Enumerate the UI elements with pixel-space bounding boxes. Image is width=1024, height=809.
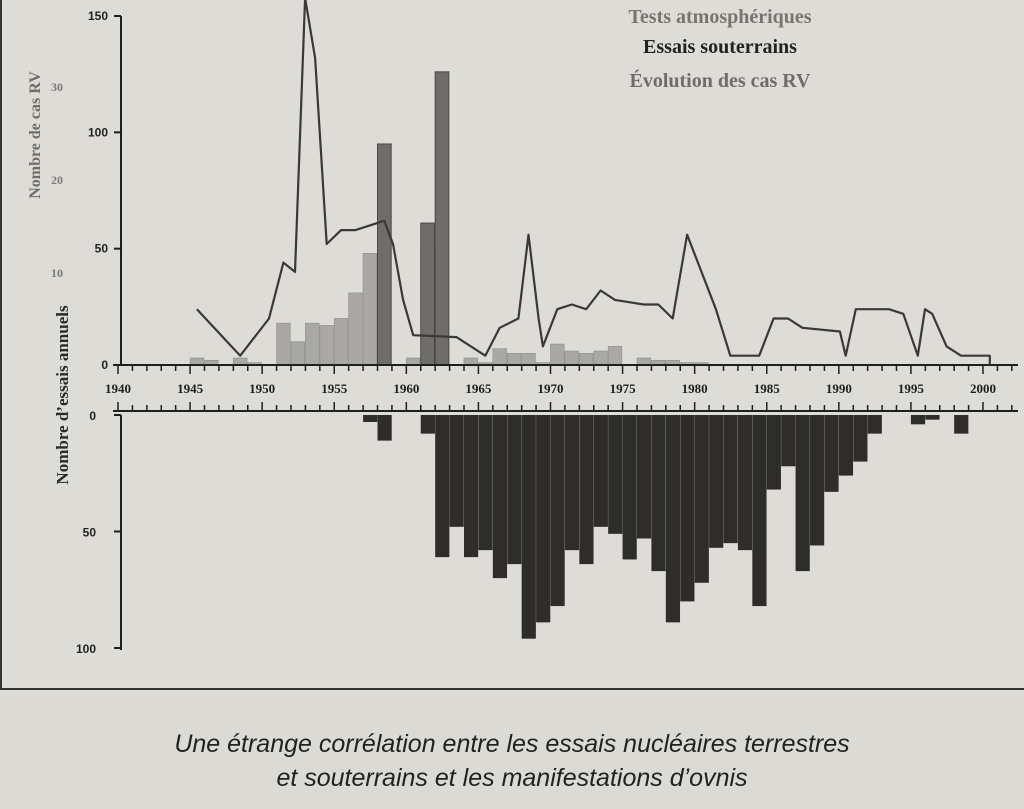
underground-test-bar xyxy=(564,415,580,551)
x-tick-label: 1945 xyxy=(177,381,204,396)
atmospheric-test-bar xyxy=(636,357,651,366)
underground-test-bar xyxy=(723,415,738,544)
underground-test-bar xyxy=(680,415,695,602)
atmospheric-test-bar xyxy=(233,357,248,366)
underground-test-bar xyxy=(810,415,825,546)
underground-test-bar xyxy=(910,415,926,425)
underground-test-bar xyxy=(363,415,378,422)
underground-test-bar xyxy=(824,415,839,492)
underground-test-bar xyxy=(954,415,969,434)
underground-test-bar xyxy=(593,415,608,527)
rv-cases-line xyxy=(196,0,991,365)
caption-line-1: Une étrange corrélation entre les essais… xyxy=(174,730,850,758)
underground-test-bar xyxy=(709,415,724,548)
x-tick-label: 1985 xyxy=(754,381,781,396)
lower-y-tick-label: 50 xyxy=(83,526,97,540)
underground-test-bar xyxy=(637,415,652,539)
underground-test-bar xyxy=(521,415,536,639)
axes-group: 0 50 100 150 10 20 30 0 50 100 1940 1945 1950 1955 196… xyxy=(51,9,1018,656)
atmospheric-test-bar xyxy=(564,350,579,366)
underground-test-bar xyxy=(781,415,796,467)
legend-atmospheric: Tests atmosphériques xyxy=(628,6,812,28)
lower-y-tick-label: 0 xyxy=(89,409,96,423)
underground-test-bar xyxy=(925,415,940,420)
x-tick-label: 1970 xyxy=(538,381,564,396)
atmospheric-test-bar-dark xyxy=(434,71,450,366)
underground-test-bar xyxy=(478,415,493,551)
legend-underground: Essais souterrains xyxy=(643,36,797,58)
x-tick-label: 1965 xyxy=(465,381,492,396)
underground-test-bar xyxy=(536,415,551,623)
x-tick-label: 1980 xyxy=(682,381,708,396)
x-tick-label: 1940 xyxy=(105,381,131,396)
upper-y-tick-label: 50 xyxy=(95,242,109,256)
rv-line-group xyxy=(196,0,991,365)
rv-tick-label: 10 xyxy=(51,266,63,280)
x-tick-label: 1955 xyxy=(321,381,348,396)
underground-test-bar xyxy=(838,415,854,476)
lower-y-tick-label: 100 xyxy=(76,642,96,656)
atmospheric-test-bar xyxy=(319,325,334,366)
legend-rv: Évolution des cas RV xyxy=(629,70,811,92)
upper-y-tick-label: 100 xyxy=(88,125,108,139)
atmospheric-test-bar xyxy=(607,346,623,366)
atmospheric-test-bar xyxy=(492,348,507,366)
underground-test-bar xyxy=(492,415,508,579)
atmospheric-test-bar xyxy=(348,292,363,366)
underground-test-bar xyxy=(377,415,392,441)
rv-tick-label: 30 xyxy=(51,80,63,94)
atmospheric-test-bar xyxy=(333,318,349,366)
underground-test-bar xyxy=(449,415,464,527)
atmospheric-test-bar xyxy=(593,350,608,366)
x-tick-label: 1995 xyxy=(898,381,925,396)
atmospheric-test-bar-dark xyxy=(420,222,435,366)
underground-test-bar xyxy=(579,415,594,565)
atmospheric-test-bar xyxy=(189,357,205,366)
underground-test-bar xyxy=(608,415,623,534)
atmospheric-test-bar xyxy=(579,353,594,366)
underground-test-bar xyxy=(867,415,882,434)
underground-test-bar xyxy=(752,415,767,607)
underground-test-bar xyxy=(737,415,753,551)
atmospheric-test-bar xyxy=(362,253,378,366)
atmospheric-test-bar xyxy=(550,343,565,366)
atmospheric-test-bar xyxy=(521,353,536,366)
y-axis-label-rv: Nombre de cas RV xyxy=(27,71,44,199)
upper-y-tick-label: 0 xyxy=(101,358,108,372)
underground-test-bar xyxy=(651,415,666,572)
underground-test-bar xyxy=(665,415,681,623)
underground-test-bar xyxy=(435,415,450,558)
underground-test-bar xyxy=(507,415,522,565)
upper-y-tick-label: 150 xyxy=(88,9,108,23)
rv-tick-label: 20 xyxy=(51,173,63,187)
atmospheric-test-bar-dark xyxy=(377,143,392,366)
x-tick-label: 1950 xyxy=(249,381,275,396)
underground-test-bar xyxy=(622,415,637,560)
underground-test-bar xyxy=(420,415,435,434)
atmospheric-test-bar xyxy=(463,357,478,366)
chart-background xyxy=(0,0,1024,690)
underground-test-bar xyxy=(795,415,810,572)
atmospheric-test-bar xyxy=(290,341,305,366)
upper-bars-group xyxy=(189,71,709,366)
underground-test-bar xyxy=(550,415,565,607)
atmospheric-test-bar xyxy=(506,353,522,366)
x-tick-label: 1990 xyxy=(826,381,852,396)
underground-test-bar xyxy=(694,415,709,583)
atmospheric-test-bar xyxy=(406,357,421,366)
x-tick-label: 1960 xyxy=(393,381,419,396)
atmospheric-test-bar xyxy=(305,322,320,366)
atmospheric-test-bar xyxy=(276,322,291,366)
y-axis-label-tests: Nombre d’essais annuels xyxy=(53,305,72,485)
underground-test-bar xyxy=(853,415,868,462)
underground-test-bar xyxy=(766,415,781,490)
caption-line-2: et souterrains et les manifestations d’o… xyxy=(276,764,748,792)
x-tick-label: 2000 xyxy=(970,381,996,396)
lower-bars-group xyxy=(363,415,969,639)
x-tick-label: 1975 xyxy=(610,381,637,396)
underground-test-bar xyxy=(464,415,479,558)
